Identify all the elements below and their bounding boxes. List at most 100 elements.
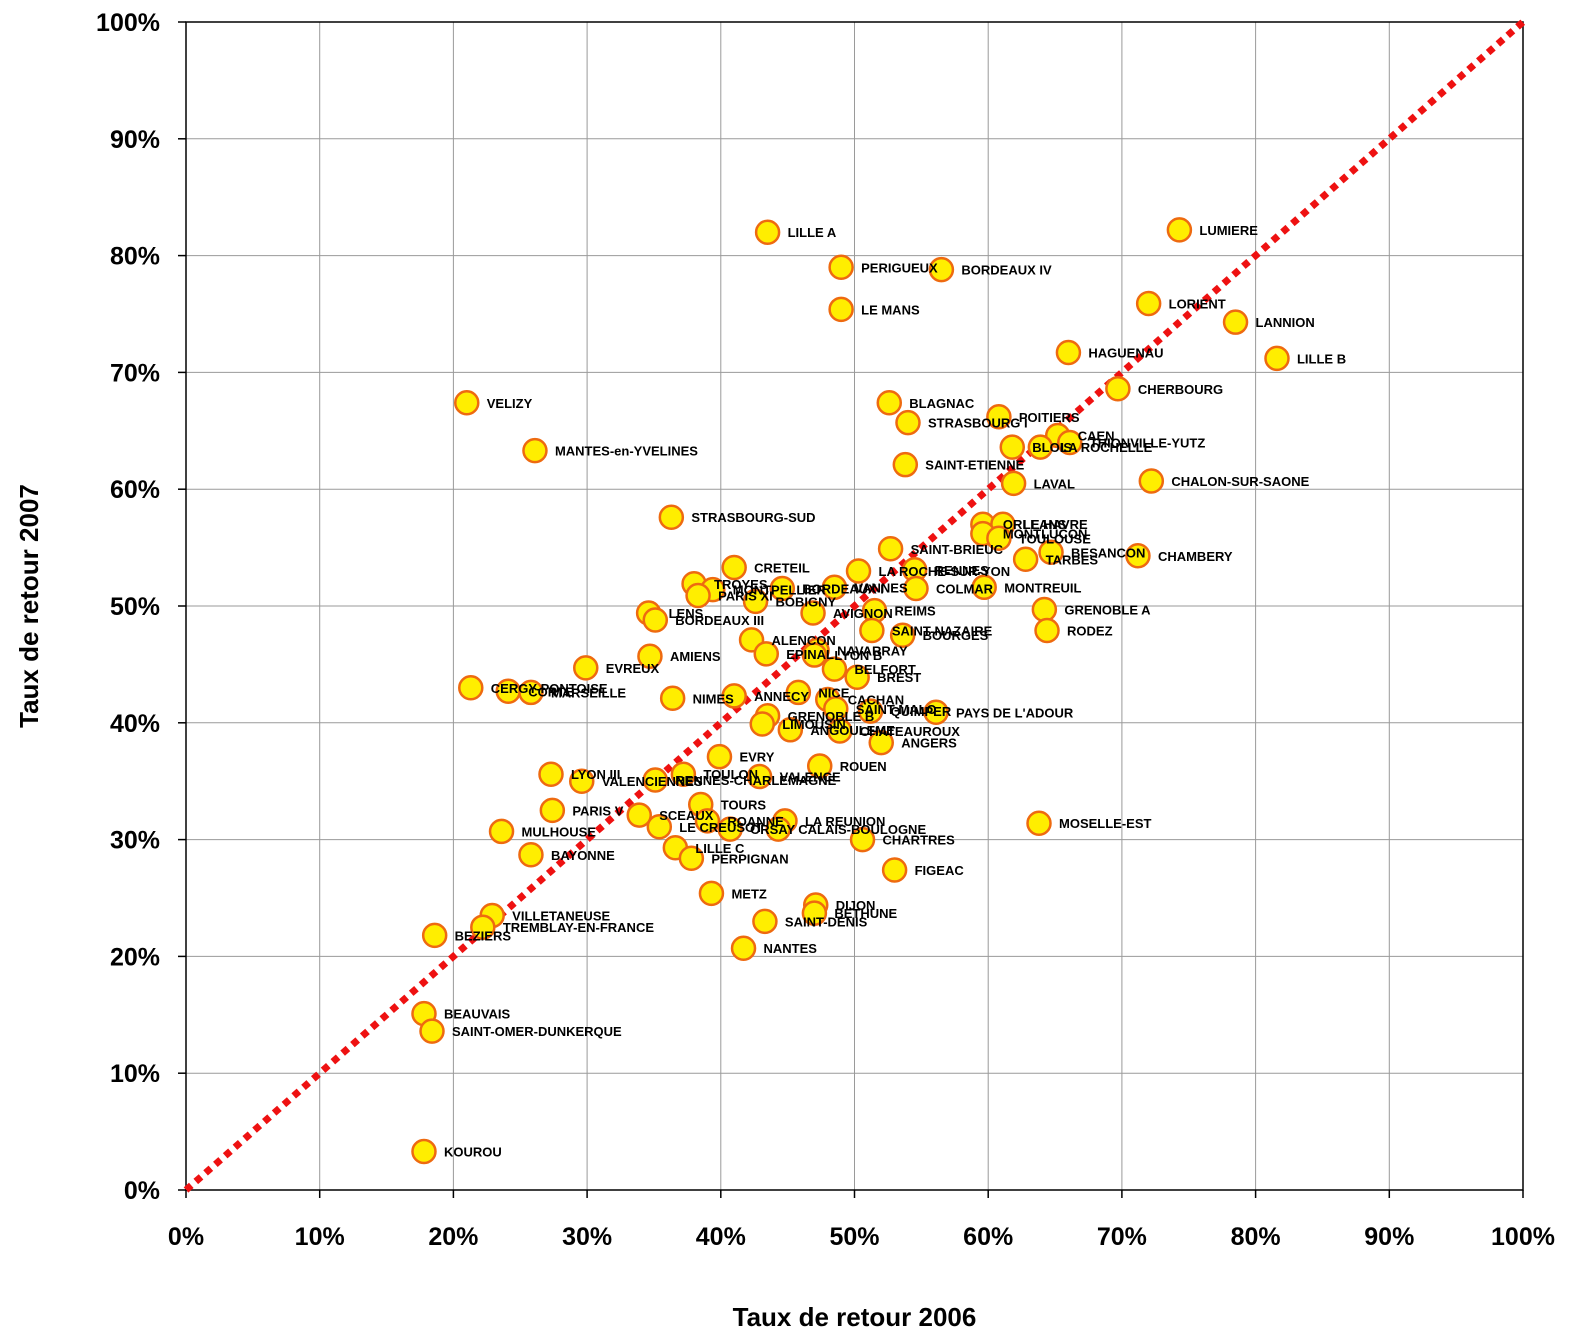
y-axis-title: Taux de retour 2007 xyxy=(14,484,44,728)
y-tick-label: 80% xyxy=(110,243,160,271)
point-label: KOUROU xyxy=(444,1144,502,1159)
data-point xyxy=(694,808,721,834)
point-label: BORDEAUX III xyxy=(675,613,764,628)
point-label: FIGEAC xyxy=(915,863,965,878)
data-point xyxy=(538,761,564,787)
data-point xyxy=(849,826,876,853)
y-tick-label: 60% xyxy=(110,476,160,504)
point-label: CHAMBERY xyxy=(1158,549,1233,564)
data-point xyxy=(539,797,566,824)
point-label: SCEAUX xyxy=(659,808,714,823)
point-label: VANNES xyxy=(854,580,908,595)
point-label: LILLE C xyxy=(695,841,745,856)
x-tick-label: 100% xyxy=(1491,1223,1555,1251)
data-point xyxy=(845,558,872,584)
data-point xyxy=(1125,543,1151,569)
data-point xyxy=(923,699,949,726)
data-point xyxy=(928,256,955,283)
point-label: CHALON-SUR-SAONE xyxy=(1171,474,1309,489)
point-label: BEAUVAIS xyxy=(444,1007,511,1022)
x-tick-label: 90% xyxy=(1364,1223,1414,1251)
data-point xyxy=(801,642,828,668)
data-point xyxy=(637,643,663,669)
data-point xyxy=(1135,290,1162,317)
point-label: CERGY-PONTOISE xyxy=(491,681,608,696)
data-point xyxy=(889,622,916,648)
point-label: PAYS DE L'ADOUR xyxy=(956,705,1074,720)
point-label: EVREUX xyxy=(606,661,660,676)
point-label: TOURS xyxy=(721,798,767,813)
point-label: TOULOUSE xyxy=(1019,531,1091,546)
point-label: ORSAY xyxy=(750,822,795,837)
data-point xyxy=(1027,434,1054,460)
reference-line-group xyxy=(183,19,1526,1193)
point-label: SAINT-MALO xyxy=(856,702,937,717)
point-label: ANNECY xyxy=(754,689,809,704)
point-label: TARBES xyxy=(1046,552,1099,567)
point-label: STRASBOURG I xyxy=(928,416,1028,431)
data-point xyxy=(844,664,870,690)
data-point xyxy=(626,802,652,828)
point-label: HAGUENAU xyxy=(1088,346,1163,361)
data-point xyxy=(742,588,769,615)
point-label: PARIS XI xyxy=(718,588,773,603)
point-label: LUMIERE xyxy=(1199,223,1258,238)
x-axis-title: Taux de retour 2006 xyxy=(733,1302,977,1332)
point-labels: LILLE A LUMIERE PERIGUEUX BORDEAUX IV LE MAN… xyxy=(444,223,1346,1160)
point-label: BREST xyxy=(877,670,921,685)
point-label: LILLE B xyxy=(1297,351,1346,366)
x-tick-label: 10% xyxy=(295,1223,345,1251)
x-tick-label: 80% xyxy=(1231,1223,1281,1251)
data-point xyxy=(800,600,826,626)
point-label: LE HAVRE xyxy=(1023,517,1088,532)
point-label: NIMES xyxy=(693,691,735,706)
data-point xyxy=(1166,217,1193,243)
y-tick-label: 90% xyxy=(110,126,160,154)
data-point xyxy=(659,685,686,712)
point-label: LANNION xyxy=(1256,315,1315,330)
point-label: NICE xyxy=(818,685,849,700)
point-label: RODEZ xyxy=(1067,624,1113,639)
data-point xyxy=(881,857,908,883)
data-point xyxy=(458,675,484,701)
data-point xyxy=(685,582,711,609)
y-tick-label: 0% xyxy=(124,1177,160,1205)
x-tick-label: 40% xyxy=(696,1223,746,1251)
data-point xyxy=(806,753,833,779)
point-label: COLMAR xyxy=(936,581,994,596)
data-point xyxy=(895,409,921,436)
point-label: BAYONNE xyxy=(551,848,615,863)
data-point xyxy=(518,842,544,868)
data-point xyxy=(1264,345,1290,372)
point-label: EVRY xyxy=(739,750,774,765)
point-label: BOURGES xyxy=(923,628,989,643)
point-label: PERPIGNAN xyxy=(711,851,788,866)
x-tick-label: 50% xyxy=(829,1223,879,1251)
point-label: RENNES-CHARLEMAGNE xyxy=(675,773,836,788)
data-point xyxy=(678,845,705,872)
point-label: PARIS V xyxy=(572,803,623,818)
point-label: MARSEILLE xyxy=(551,685,626,700)
data-point xyxy=(1138,468,1165,494)
point-label: MOSELLE-EST xyxy=(1059,816,1152,831)
point-label: AVIGNON xyxy=(833,606,893,621)
data-point xyxy=(717,816,743,842)
point-label: AMIENS xyxy=(670,649,721,664)
point-label: NAVARRAY xyxy=(837,643,908,658)
data-point xyxy=(769,575,796,602)
data-point xyxy=(749,711,775,737)
point-label: LYON III xyxy=(571,767,620,782)
point-label: NANTES xyxy=(764,941,818,956)
data-point xyxy=(470,914,496,940)
point-label: SAINT-ETIENNE xyxy=(925,458,1024,473)
data-point xyxy=(642,607,669,633)
x-tick-label: 30% xyxy=(562,1223,612,1251)
point-label: LE CREUSOT xyxy=(679,820,763,835)
point-label: LILLE A xyxy=(788,225,837,240)
data-point xyxy=(868,729,894,756)
y-tick-label: 70% xyxy=(110,359,160,387)
point-label: BOBIGNY xyxy=(776,594,837,609)
point-label: LORIENT xyxy=(1169,296,1226,311)
data-point xyxy=(1057,429,1083,456)
data-point xyxy=(1222,309,1249,335)
